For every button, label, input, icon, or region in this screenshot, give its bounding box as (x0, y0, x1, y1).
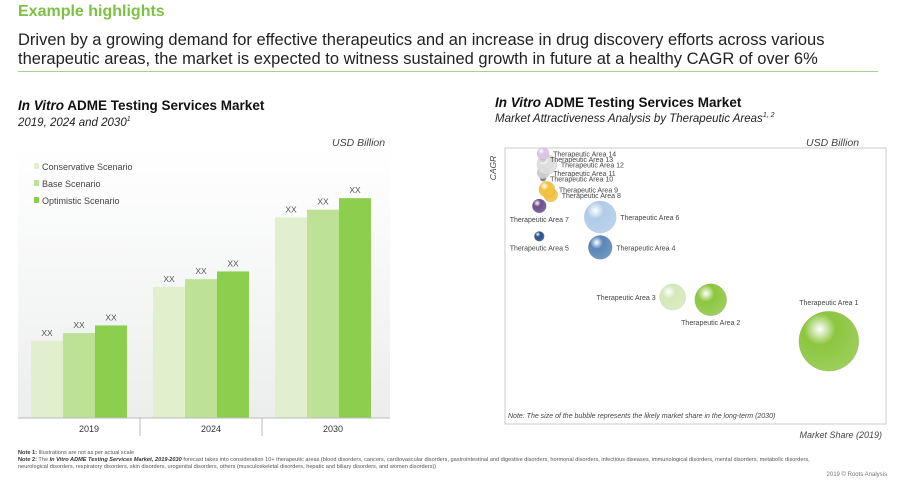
bubble-therapeutic-area-14 (536, 147, 550, 160)
legend-label: Optimistic Scenario (42, 196, 120, 206)
bubble-label: Therapeutic Area 12 (561, 163, 624, 170)
bar-2024-1 (185, 279, 217, 418)
right-chart-title: In Vitro ADME Testing Services Market (495, 95, 741, 110)
bubble-therapeutic-area-4 (588, 235, 613, 260)
bubble-therapeutic-area-6 (584, 200, 617, 234)
bubble-label: Therapeutic Area 7 (510, 217, 569, 224)
bar-2024-0 (153, 286, 185, 418)
legend-label: Conservative Scenario (42, 162, 133, 172)
y-axis-label: CAGR (488, 156, 498, 181)
x-axis-label: Market Share (2019) (799, 430, 882, 440)
legend-swatch (34, 180, 39, 186)
right-chart-title-italic: In Vitro (495, 95, 541, 110)
bubble-label: Therapeutic Area 13 (550, 157, 613, 164)
left-chart-title-italic: In Vitro (18, 98, 64, 113)
bar-2019-2 (95, 325, 127, 418)
bar-data-label: XX (41, 328, 53, 338)
x-tick-label: 2030 (323, 424, 343, 434)
x-tick-label: 2019 (79, 424, 99, 434)
bar-chart: XX XX XX 2019 XX XX XX 2024 XX XX XX 2030 Conservati… (18, 148, 390, 436)
bubble-label: Therapeutic Area 9 (559, 187, 618, 194)
note-1: Note 1: Illustrations are not as per act… (18, 450, 134, 456)
legend-swatch (34, 197, 39, 203)
bar-2030-2 (339, 198, 371, 418)
right-chart-unit: USD Billion (806, 137, 860, 149)
bar-data-label: XX (73, 320, 85, 330)
bar-2019-1 (63, 333, 95, 418)
legend-swatch (34, 163, 39, 169)
bar-2019-0 (31, 340, 63, 418)
bubble-label: Therapeutic Area 6 (620, 215, 679, 222)
bar-2030-1 (307, 209, 339, 418)
bubble-label: Therapeutic Area 5 (510, 245, 569, 252)
headline-text: Driven by a growing demand for effective… (18, 31, 825, 68)
bar-data-label: XX (195, 266, 207, 276)
bubble-label: Therapeutic Area 10 (550, 176, 613, 183)
bubble-therapeutic-area-5 (534, 231, 545, 242)
highlights-title: Example highlights (18, 3, 165, 20)
bubble-therapeutic-area-1 (798, 310, 860, 372)
bar-data-label: XX (105, 312, 117, 322)
bar-2030-0 (275, 217, 307, 418)
bubble-therapeutic-area-7 (532, 198, 547, 214)
left-chart-title: In Vitro ADME Testing Services Market (18, 98, 264, 113)
bubble-label: Therapeutic Area 8 (562, 193, 621, 200)
bubble-label: Therapeutic Area 11 (553, 171, 616, 178)
bubble-therapeutic-area-3 (659, 283, 686, 311)
bar-data-label: XX (317, 197, 329, 207)
bubble-chart: CAGR Market Share (2019) Note: The size of… (488, 147, 887, 440)
bubble-label: Therapeutic Area 14 (553, 152, 616, 159)
left-chart-subtitle: 2019, 2024 and 20301 (18, 116, 131, 129)
bubble-label: Therapeutic Area 2 (681, 320, 740, 327)
bubble-label: Therapeutic Area 4 (616, 245, 675, 252)
left-chart-title-rest: ADME Testing Services Market (64, 98, 265, 113)
header-divider (18, 71, 878, 72)
right-chart-subtitle-sup: 1, 2 (762, 112, 775, 119)
bar-data-label: XX (163, 274, 175, 284)
bar-data-label: XX (227, 258, 239, 268)
left-chart-subtitle-sup: 1 (126, 116, 131, 123)
bar-2024-2 (217, 271, 249, 418)
bar-data-label: XX (285, 204, 297, 214)
copyright: 2019 © Roots Analysis (826, 472, 887, 478)
right-chart-subtitle: Market Attractiveness Analysis by Therap… (495, 112, 775, 125)
x-tick-label: 2024 (201, 424, 221, 434)
right-chart-title-rest: ADME Testing Services Market (541, 95, 742, 110)
footnotes: Note 1: Illustrations are not as per act… (18, 450, 818, 472)
bubble-therapeutic-area-9 (538, 181, 556, 198)
bar-data-label: XX (349, 185, 361, 195)
left-chart-unit: USD Billion (332, 137, 386, 149)
bubble-label: Therapeutic Area 1 (799, 300, 858, 307)
bubble-therapeutic-area-2 (694, 283, 727, 317)
legend-label: Base Scenario (42, 179, 101, 189)
bubble-label: Therapeutic Area 3 (596, 295, 655, 302)
note-2: Note 2: The In Vitro ADME Testing Servic… (18, 457, 810, 471)
bubble-size-note: Note: The size of the bubble represents … (508, 413, 775, 420)
plot-frame (504, 147, 887, 425)
